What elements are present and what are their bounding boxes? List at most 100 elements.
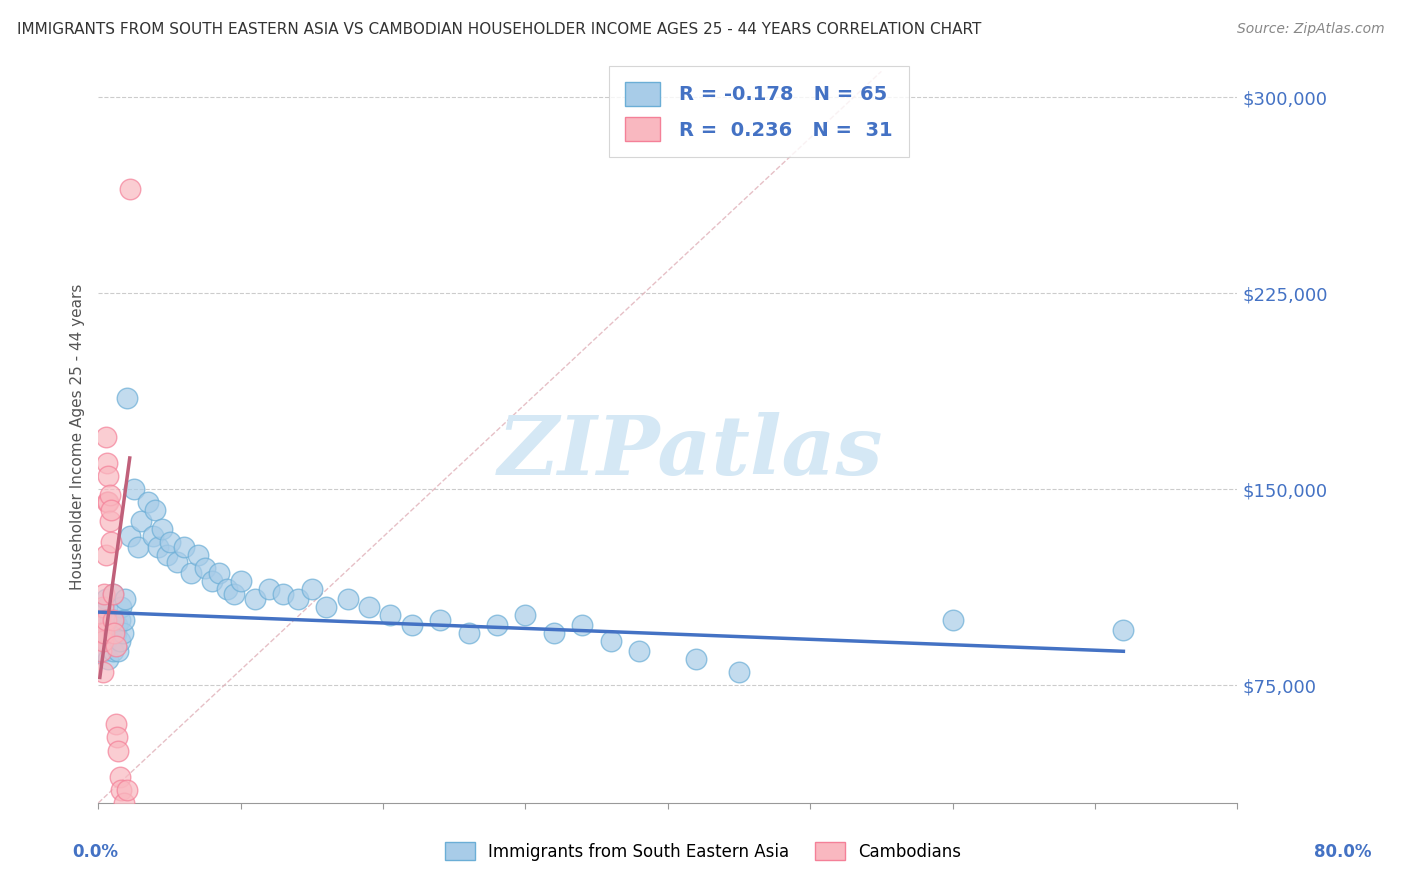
Point bbox=[100, 503, 122, 517]
Point bbox=[110, 599, 132, 614]
Point bbox=[104, 639, 127, 653]
Point bbox=[111, 626, 134, 640]
Point bbox=[571, 618, 593, 632]
Point bbox=[1112, 624, 1135, 638]
Point bbox=[101, 613, 124, 627]
Point bbox=[89, 613, 111, 627]
Point bbox=[156, 548, 179, 562]
Point bbox=[201, 574, 224, 588]
Text: ZIPatlas: ZIPatlas bbox=[498, 412, 883, 491]
Point bbox=[91, 626, 114, 640]
Point bbox=[104, 626, 127, 640]
Point bbox=[115, 391, 138, 405]
Point bbox=[543, 626, 565, 640]
Point bbox=[129, 514, 152, 528]
Y-axis label: Householder Income Ages 25 - 44 years: Householder Income Ages 25 - 44 years bbox=[69, 284, 84, 591]
Point bbox=[104, 717, 127, 731]
Point bbox=[336, 592, 359, 607]
Point bbox=[145, 503, 167, 517]
Point bbox=[380, 607, 402, 622]
Point bbox=[96, 456, 118, 470]
Point bbox=[103, 613, 125, 627]
Point bbox=[98, 613, 121, 627]
Point bbox=[101, 587, 124, 601]
Point bbox=[91, 599, 114, 614]
Point bbox=[110, 782, 132, 797]
Point bbox=[90, 626, 112, 640]
Point bbox=[127, 540, 149, 554]
Point bbox=[112, 613, 135, 627]
Point bbox=[97, 495, 120, 509]
Point bbox=[91, 633, 114, 648]
Point bbox=[94, 548, 117, 562]
Point bbox=[107, 743, 129, 757]
Point bbox=[728, 665, 751, 680]
Point bbox=[301, 582, 323, 596]
Point bbox=[315, 599, 337, 614]
Point bbox=[287, 592, 309, 607]
Point bbox=[100, 621, 122, 635]
Point bbox=[90, 613, 112, 627]
Point bbox=[114, 592, 136, 607]
Point bbox=[96, 495, 118, 509]
Point bbox=[115, 782, 138, 797]
Point bbox=[118, 182, 141, 196]
Point bbox=[98, 514, 121, 528]
Point bbox=[243, 592, 266, 607]
Text: 80.0%: 80.0% bbox=[1315, 843, 1371, 861]
Point bbox=[100, 534, 122, 549]
Point bbox=[208, 566, 231, 580]
Point bbox=[685, 652, 707, 666]
Point bbox=[101, 587, 124, 601]
Point bbox=[180, 566, 202, 580]
Point bbox=[194, 560, 217, 574]
Point bbox=[942, 613, 965, 627]
Point bbox=[105, 618, 128, 632]
Point bbox=[122, 483, 145, 497]
Point bbox=[515, 607, 537, 622]
Point bbox=[273, 587, 295, 601]
Point bbox=[357, 599, 380, 614]
Point bbox=[628, 644, 651, 658]
Point bbox=[136, 495, 159, 509]
Point bbox=[108, 633, 131, 648]
Text: Source: ZipAtlas.com: Source: ZipAtlas.com bbox=[1237, 22, 1385, 37]
Point bbox=[222, 587, 245, 601]
Point bbox=[173, 540, 195, 554]
Point bbox=[93, 644, 115, 658]
Legend: Immigrants from South Eastern Asia, Cambodians: Immigrants from South Eastern Asia, Camb… bbox=[439, 836, 967, 868]
Point bbox=[101, 644, 124, 658]
Point bbox=[401, 618, 423, 632]
Point bbox=[229, 574, 252, 588]
Point bbox=[105, 731, 128, 745]
Point bbox=[103, 626, 125, 640]
Point bbox=[187, 548, 209, 562]
Point bbox=[94, 430, 117, 444]
Point bbox=[118, 529, 141, 543]
Point bbox=[152, 521, 174, 535]
Point bbox=[108, 613, 131, 627]
Point bbox=[91, 665, 114, 680]
Point bbox=[112, 796, 135, 810]
Legend: R = -0.178   N = 65, R =  0.236   N =  31: R = -0.178 N = 65, R = 0.236 N = 31 bbox=[609, 66, 908, 157]
Point bbox=[97, 469, 120, 483]
Point bbox=[93, 626, 115, 640]
Point bbox=[457, 626, 479, 640]
Text: IMMIGRANTS FROM SOUTH EASTERN ASIA VS CAMBODIAN HOUSEHOLDER INCOME AGES 25 - 44 : IMMIGRANTS FROM SOUTH EASTERN ASIA VS CA… bbox=[17, 22, 981, 37]
Point bbox=[97, 652, 120, 666]
Point bbox=[94, 633, 117, 648]
Point bbox=[166, 556, 188, 570]
Point bbox=[148, 540, 170, 554]
Text: 0.0%: 0.0% bbox=[73, 843, 118, 861]
Point bbox=[96, 599, 118, 614]
Point bbox=[108, 770, 131, 784]
Point bbox=[159, 534, 181, 549]
Point bbox=[486, 618, 509, 632]
Point bbox=[93, 587, 115, 601]
Point bbox=[94, 592, 117, 607]
Point bbox=[259, 582, 281, 596]
Point bbox=[141, 529, 163, 543]
Point bbox=[90, 644, 112, 658]
Point bbox=[215, 582, 238, 596]
Point bbox=[94, 613, 117, 627]
